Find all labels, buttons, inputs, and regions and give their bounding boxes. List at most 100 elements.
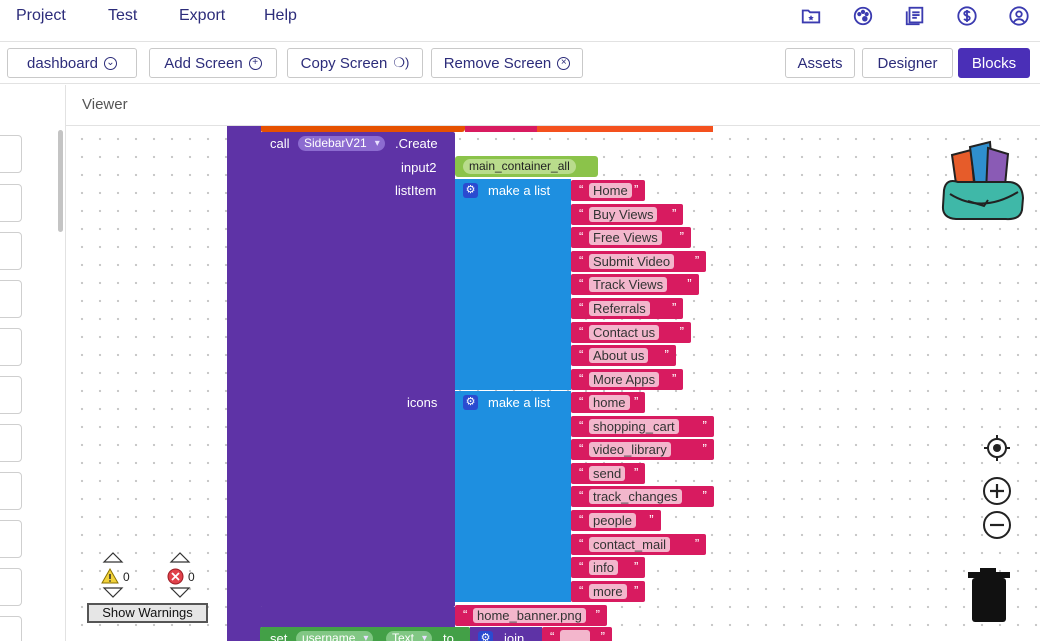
close-quote: ” bbox=[595, 607, 600, 622]
text-block[interactable]: “ more ” bbox=[571, 580, 646, 602]
method-name: .Create bbox=[395, 136, 438, 151]
call-create-block-bottom[interactable] bbox=[260, 607, 455, 627]
close-quote: ” bbox=[600, 629, 605, 641]
warning-icon bbox=[101, 568, 119, 584]
set-component-dropdown[interactable]: username bbox=[296, 631, 374, 641]
list-item-value: track_changes bbox=[589, 489, 682, 505]
text-block[interactable]: “ info ” bbox=[571, 557, 646, 579]
menu-help[interactable]: Help bbox=[264, 7, 297, 24]
text-block[interactable]: “ contact_mail ” bbox=[571, 533, 707, 555]
text-block[interactable]: “ Submit Video ” bbox=[571, 250, 707, 272]
text-block[interactable]: “ Buy Views ” bbox=[571, 203, 684, 225]
procedure-block[interactable] bbox=[227, 126, 261, 641]
listitem-label: listItem bbox=[395, 183, 437, 198]
palette-item[interactable] bbox=[0, 376, 22, 414]
text-block[interactable]: “ people ” bbox=[571, 510, 661, 531]
list-item-value: Submit Video bbox=[589, 253, 675, 269]
make-list-block[interactable]: ⚙ make a list bbox=[455, 179, 571, 390]
close-quote: ” bbox=[702, 417, 707, 433]
open-quote: “ bbox=[579, 582, 584, 598]
palette-item[interactable] bbox=[0, 232, 22, 270]
close-quote: ” bbox=[679, 229, 684, 245]
arrow-down-icon[interactable] bbox=[102, 587, 124, 599]
palette-item[interactable] bbox=[0, 520, 22, 558]
text-block[interactable]: “ Track Views ” bbox=[571, 274, 699, 296]
text-block[interactable]: “ track_changes ” bbox=[571, 486, 714, 508]
palette-item[interactable] bbox=[0, 472, 22, 510]
account-icon[interactable] bbox=[1008, 5, 1030, 27]
add-screen-button[interactable]: Add Screen + bbox=[149, 48, 277, 78]
make-list-block[interactable]: ⚙ make a list bbox=[455, 391, 571, 602]
partial-block[interactable] bbox=[465, 126, 537, 132]
text-block[interactable]: “ More Apps ” bbox=[571, 368, 684, 390]
palette-item[interactable] bbox=[0, 424, 22, 462]
list-item-value: More Apps bbox=[589, 371, 660, 387]
gear-icon[interactable]: ⚙ bbox=[463, 183, 478, 198]
gear-icon[interactable]: ⚙ bbox=[478, 631, 493, 641]
partial-block[interactable] bbox=[260, 126, 465, 132]
copy-screen-button[interactable]: Copy Screen ❍) bbox=[287, 48, 423, 78]
arrow-up-icon[interactable] bbox=[169, 551, 191, 563]
palette-item[interactable] bbox=[0, 568, 22, 606]
recenter-icon[interactable] bbox=[982, 433, 1012, 463]
menu-test[interactable]: Test bbox=[108, 7, 138, 24]
text-block[interactable]: “ home ” bbox=[571, 392, 646, 413]
text-block[interactable]: “ send ” bbox=[571, 462, 646, 484]
component-block[interactable]: main_container_all bbox=[455, 156, 598, 177]
palette-item[interactable] bbox=[0, 135, 22, 173]
text-block[interactable]: “ ” bbox=[542, 627, 612, 641]
viewer-title: Viewer bbox=[82, 96, 128, 113]
palette-scrollbar[interactable] bbox=[58, 130, 63, 232]
zoom-out-icon[interactable] bbox=[982, 510, 1012, 540]
gear-icon[interactable]: ⚙ bbox=[463, 395, 478, 410]
screen-selector[interactable]: dashboard ⌄ bbox=[7, 48, 137, 78]
folder-star-icon[interactable] bbox=[800, 5, 822, 27]
list-item-value: About us bbox=[589, 348, 649, 364]
list-item-value: contact_mail bbox=[589, 536, 670, 552]
open-quote: “ bbox=[579, 441, 584, 457]
list-item-value: people bbox=[589, 513, 637, 528]
set-property-block[interactable]: set username Text to bbox=[260, 627, 470, 641]
text-block[interactable]: “ About us ” bbox=[571, 345, 676, 367]
partial-block[interactable] bbox=[537, 126, 713, 132]
menu-project[interactable]: Project bbox=[16, 7, 66, 24]
text-block[interactable]: “ video_library ” bbox=[571, 439, 714, 461]
backpack-icon[interactable] bbox=[938, 138, 1028, 223]
text-block[interactable]: “ Free Views ” bbox=[571, 227, 691, 249]
palette-item[interactable] bbox=[0, 184, 22, 222]
designer-button[interactable]: Designer bbox=[862, 48, 953, 78]
close-quote: ” bbox=[664, 347, 669, 363]
text-block[interactable]: “ shopping_cart ” bbox=[571, 415, 714, 437]
trash-icon[interactable] bbox=[966, 566, 1012, 624]
palette-item[interactable] bbox=[0, 328, 22, 366]
blocks-workspace[interactable]: call SidebarV21 .Create input2 listItem … bbox=[67, 126, 1040, 641]
docs-icon[interactable] bbox=[904, 5, 926, 27]
open-quote: “ bbox=[579, 229, 584, 245]
zoom-in-icon[interactable] bbox=[982, 476, 1012, 506]
close-quote: ” bbox=[649, 512, 654, 527]
component-dropdown[interactable]: SidebarV21 bbox=[298, 136, 385, 151]
warnings-panel: 0 0 Show Warnings bbox=[87, 550, 212, 625]
palette-item[interactable] bbox=[0, 616, 22, 641]
dollar-icon[interactable] bbox=[956, 5, 978, 27]
text-block[interactable]: “ Contact us ” bbox=[571, 321, 691, 343]
arrow-down-icon[interactable] bbox=[169, 587, 191, 599]
text-block[interactable]: “ Home” bbox=[571, 180, 646, 201]
show-warnings-button[interactable]: Show Warnings bbox=[87, 603, 208, 623]
blocks-button[interactable]: Blocks bbox=[958, 48, 1030, 78]
open-quote: “ bbox=[579, 417, 584, 433]
join-block[interactable]: ⚙ join bbox=[470, 627, 542, 641]
palette-icon[interactable] bbox=[852, 5, 874, 27]
palette-item[interactable] bbox=[0, 280, 22, 318]
set-property-dropdown[interactable]: Text bbox=[386, 631, 433, 641]
remove-screen-button[interactable]: Remove Screen × bbox=[431, 48, 583, 78]
close-quote: ” bbox=[672, 370, 677, 386]
menu-export[interactable]: Export bbox=[179, 7, 226, 24]
make-list-label: make a list bbox=[488, 395, 551, 410]
call-create-block[interactable]: call SidebarV21 .Create input2 listItem … bbox=[260, 132, 455, 623]
text-block[interactable]: “ Referrals ” bbox=[571, 298, 684, 319]
open-quote: “ bbox=[579, 300, 584, 315]
arrow-up-icon[interactable] bbox=[102, 551, 124, 563]
assets-button[interactable]: Assets bbox=[785, 48, 855, 78]
text-block[interactable]: “ home_banner.png ” bbox=[455, 605, 607, 626]
